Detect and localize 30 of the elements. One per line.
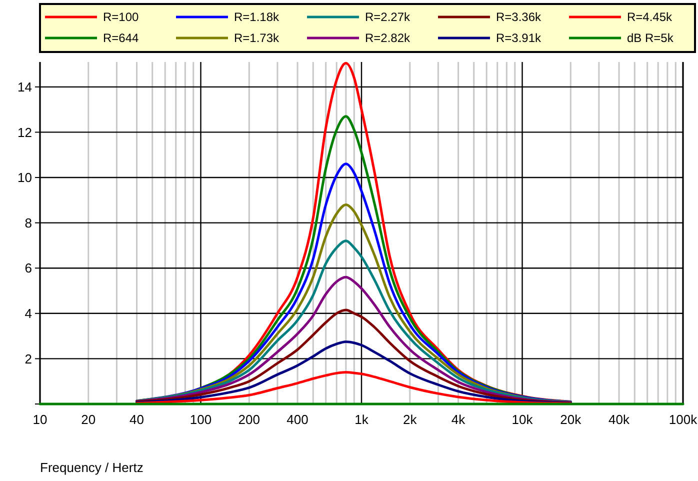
x-tick-label: 10k [512, 412, 534, 427]
x-axis-title: Frequency / Hertz [40, 460, 144, 475]
y-tick-label: 14 [18, 79, 32, 94]
x-tick-label: 400 [286, 412, 308, 427]
legend-label: R=2.27k [365, 10, 412, 24]
legend-label: R=100 [103, 10, 140, 24]
legend-label: R=644 [103, 31, 140, 46]
x-tick-label: 1k [354, 412, 369, 427]
x-tick-label: 100k [668, 412, 698, 427]
x-tick-label: 4k [451, 412, 466, 427]
y-tick-label: 12 [18, 124, 32, 140]
y-tick-label: 6 [24, 260, 32, 276]
legend-label: R=4.45k [627, 10, 674, 24]
legend-label: R=3.91k [496, 31, 542, 46]
x-tick-label: 2k [403, 412, 418, 427]
x-tick-label: 20 [81, 412, 96, 427]
legend-label: R=1.73k [234, 31, 280, 46]
y-tick-label: 2 [24, 351, 32, 366]
y-tick-label: 4 [24, 306, 32, 321]
legend-label: R=1.18k [234, 10, 280, 24]
x-tick-label: 100 [190, 412, 212, 427]
legend-label: dB R=5k [627, 31, 674, 46]
x-tick-label: 200 [238, 412, 260, 427]
x-tick-label: 20k [560, 412, 582, 427]
x-tick-label: 40 [130, 412, 144, 427]
legend-label: R=3.36k [496, 10, 542, 24]
y-tick-label: 8 [24, 215, 32, 230]
y-tick-label: 10 [18, 170, 32, 186]
x-tick-label: 40k [608, 412, 630, 427]
legend-label: R=2.82k [365, 31, 412, 46]
